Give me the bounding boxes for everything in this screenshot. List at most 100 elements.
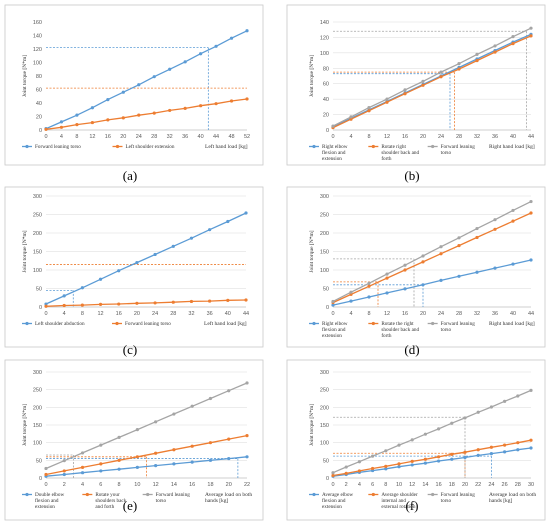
x-tick-label: 16 bbox=[116, 311, 122, 317]
panel-frame bbox=[286, 359, 546, 521]
y-tick-label: 300 bbox=[320, 194, 329, 200]
data-point bbox=[349, 299, 353, 303]
data-point bbox=[99, 469, 103, 473]
legend-label-line: Forward leaning bbox=[156, 492, 191, 498]
x-tick-label: 28 bbox=[151, 134, 157, 140]
legend-swatch-marker bbox=[25, 492, 29, 497]
legend-item-3: Forward leaning torso bbox=[427, 321, 475, 333]
data-point bbox=[80, 303, 84, 307]
data-point bbox=[344, 471, 348, 476]
x-tick-label: 28 bbox=[456, 134, 462, 140]
legend-swatch-marker bbox=[115, 321, 119, 326]
x-tick-label: 8 bbox=[118, 482, 121, 488]
series-line-3 bbox=[332, 201, 532, 302]
data-point bbox=[80, 471, 85, 475]
legend-label: Forward leaning torso bbox=[156, 492, 191, 504]
data-point bbox=[331, 471, 335, 475]
legend-label: Average elbow flexion and extension bbox=[322, 492, 353, 510]
chart-panel-b: 0 20 40 60 80 100 120 140 0 4 8 12 16 20 24 28 32 36 40 44 J… bbox=[286, 4, 546, 166]
data-point bbox=[463, 455, 467, 460]
y-tick-label: 160 bbox=[33, 20, 42, 26]
y-tick-label: 100 bbox=[320, 268, 329, 274]
legend-label: Forward leaning torso bbox=[441, 144, 476, 156]
legend-label-line: Forward leaning torso bbox=[125, 321, 171, 327]
data-point bbox=[371, 466, 375, 471]
data-point bbox=[450, 421, 454, 425]
data-point bbox=[80, 286, 84, 290]
data-point bbox=[457, 274, 461, 278]
data-point bbox=[476, 453, 480, 457]
data-point bbox=[403, 92, 407, 96]
x-tick-label: 40 bbox=[198, 134, 204, 140]
x-tick-label: 48 bbox=[228, 134, 234, 140]
data-point bbox=[245, 455, 249, 459]
data-point bbox=[349, 115, 353, 119]
data-point bbox=[59, 125, 64, 129]
legend-item-2: Rotate right shoulder back and forth bbox=[368, 144, 419, 162]
legend-swatch-marker bbox=[431, 144, 435, 149]
data-point bbox=[397, 465, 401, 469]
data-point bbox=[135, 465, 139, 469]
legend-label-line: Rotate right bbox=[381, 144, 406, 150]
data-point bbox=[137, 83, 141, 87]
x-tick-label: 28 bbox=[515, 482, 521, 488]
x-tick-label: 40 bbox=[510, 311, 516, 317]
data-point bbox=[410, 463, 414, 467]
data-point bbox=[226, 298, 230, 302]
series-line-3 bbox=[45, 382, 248, 470]
data-point bbox=[183, 60, 187, 64]
y-tick-label: 50 bbox=[323, 458, 329, 464]
panel-label: (e) bbox=[123, 498, 137, 513]
data-point bbox=[384, 464, 388, 468]
data-point bbox=[516, 448, 520, 452]
x-tick-label: 2 bbox=[63, 482, 66, 488]
x-tick-label: 20 bbox=[420, 311, 426, 317]
x-tick-label: 8 bbox=[367, 134, 370, 140]
y-tick-label: 300 bbox=[320, 370, 329, 376]
legend-label: Double elbow flexion and extension bbox=[35, 492, 64, 510]
series-line-1 bbox=[45, 30, 248, 130]
data-point bbox=[511, 208, 515, 213]
x-tick-label: 32 bbox=[474, 311, 480, 317]
y-axis-label: Joint torque [N*m] bbox=[22, 230, 28, 272]
y-tick-label: 80 bbox=[323, 66, 329, 72]
legend-label-line: Right elbow bbox=[322, 144, 348, 150]
data-point bbox=[226, 219, 230, 224]
data-point bbox=[475, 52, 479, 57]
x-tick-label: 0 bbox=[44, 134, 47, 140]
data-point bbox=[75, 113, 79, 117]
series-line-1 bbox=[45, 212, 247, 305]
x-tick-label: 0 bbox=[44, 311, 47, 317]
data-point bbox=[227, 437, 231, 441]
series-line-1 bbox=[332, 33, 532, 128]
y-tick-label: 0 bbox=[326, 128, 329, 134]
data-point bbox=[384, 449, 388, 453]
x-tick-label: 0 bbox=[331, 134, 334, 140]
legend-item-2: Forward leaning torso bbox=[112, 321, 171, 327]
x-tick-label: 24 bbox=[438, 134, 444, 140]
legend-label-line: external rotation bbox=[381, 504, 416, 510]
data-point bbox=[90, 106, 94, 110]
data-point bbox=[117, 269, 121, 273]
x-tick-label: 36 bbox=[207, 311, 213, 317]
data-point bbox=[349, 290, 353, 294]
y-tick-label: 140 bbox=[33, 34, 42, 40]
y-tick-label: 60 bbox=[36, 88, 42, 94]
data-point bbox=[154, 464, 158, 468]
data-point bbox=[152, 111, 156, 115]
data-point bbox=[457, 67, 461, 71]
panel-label: (b) bbox=[404, 168, 419, 183]
legend-item-2: Rotate the right shoulder back and forth bbox=[368, 321, 419, 339]
data-point bbox=[403, 268, 407, 272]
series-line-1 bbox=[332, 447, 532, 477]
x-tick-label: 28 bbox=[170, 311, 176, 317]
x-tick-label: 32 bbox=[167, 134, 173, 140]
data-point bbox=[154, 451, 158, 455]
data-point bbox=[199, 104, 203, 108]
y-tick-label: 100 bbox=[33, 268, 42, 274]
data-point bbox=[493, 218, 497, 222]
data-point bbox=[154, 420, 158, 424]
x-tick-label: 4 bbox=[358, 482, 361, 488]
